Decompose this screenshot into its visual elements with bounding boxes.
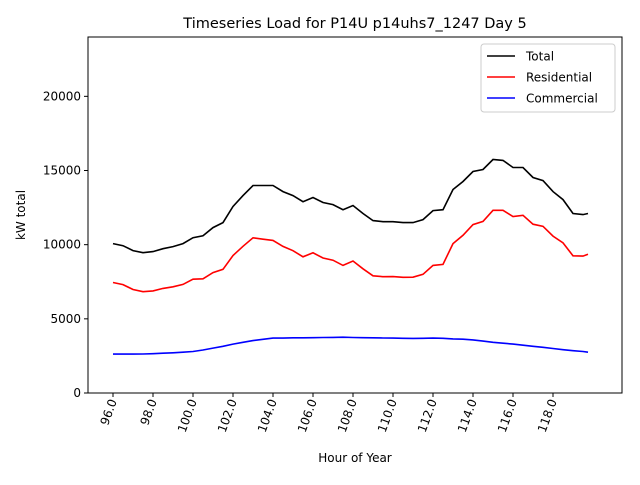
x-tick-label: 104.0 <box>255 397 280 434</box>
x-tick-label: 110.0 <box>375 397 400 434</box>
series-line-commercial <box>113 336 589 355</box>
y-tick-label: 5000 <box>50 312 81 326</box>
x-tick-label: 106.0 <box>295 397 320 434</box>
x-tick-label: 96.0 <box>98 397 120 427</box>
x-tick-label: 98.0 <box>138 397 160 427</box>
x-tick-label: 100.0 <box>175 397 200 434</box>
x-tick-label: 102.0 <box>215 397 240 434</box>
plot-frame <box>87 36 623 394</box>
x-tick-label: 114.0 <box>455 397 480 434</box>
legend-box <box>480 43 616 113</box>
series-line-total <box>112 158 589 254</box>
y-tick-label: 15000 <box>43 164 81 178</box>
x-tick-label: 112.0 <box>415 397 440 434</box>
y-tick-label: 10000 <box>43 238 81 252</box>
y-axis-label: kW total <box>14 190 28 240</box>
x-tick-label: 108.0 <box>335 397 360 434</box>
series-line-residential <box>112 209 589 293</box>
y-tick-label: 0 <box>73 386 81 400</box>
legend-label-commercial: Commercial <box>526 92 598 106</box>
legend: Total Residential Commercial <box>480 43 616 113</box>
x-tick-label: 116.0 <box>495 397 520 434</box>
x-axis-label: Hour of Year <box>318 451 392 465</box>
legend-label-total: Total <box>525 50 554 64</box>
chart-title: Timeseries Load for P14U p14uhs7_1247 Da… <box>182 16 526 32</box>
x-tick-label: 118.0 <box>535 397 560 434</box>
legend-label-residential: Residential <box>526 71 592 85</box>
y-tick-label: 20000 <box>43 89 81 103</box>
